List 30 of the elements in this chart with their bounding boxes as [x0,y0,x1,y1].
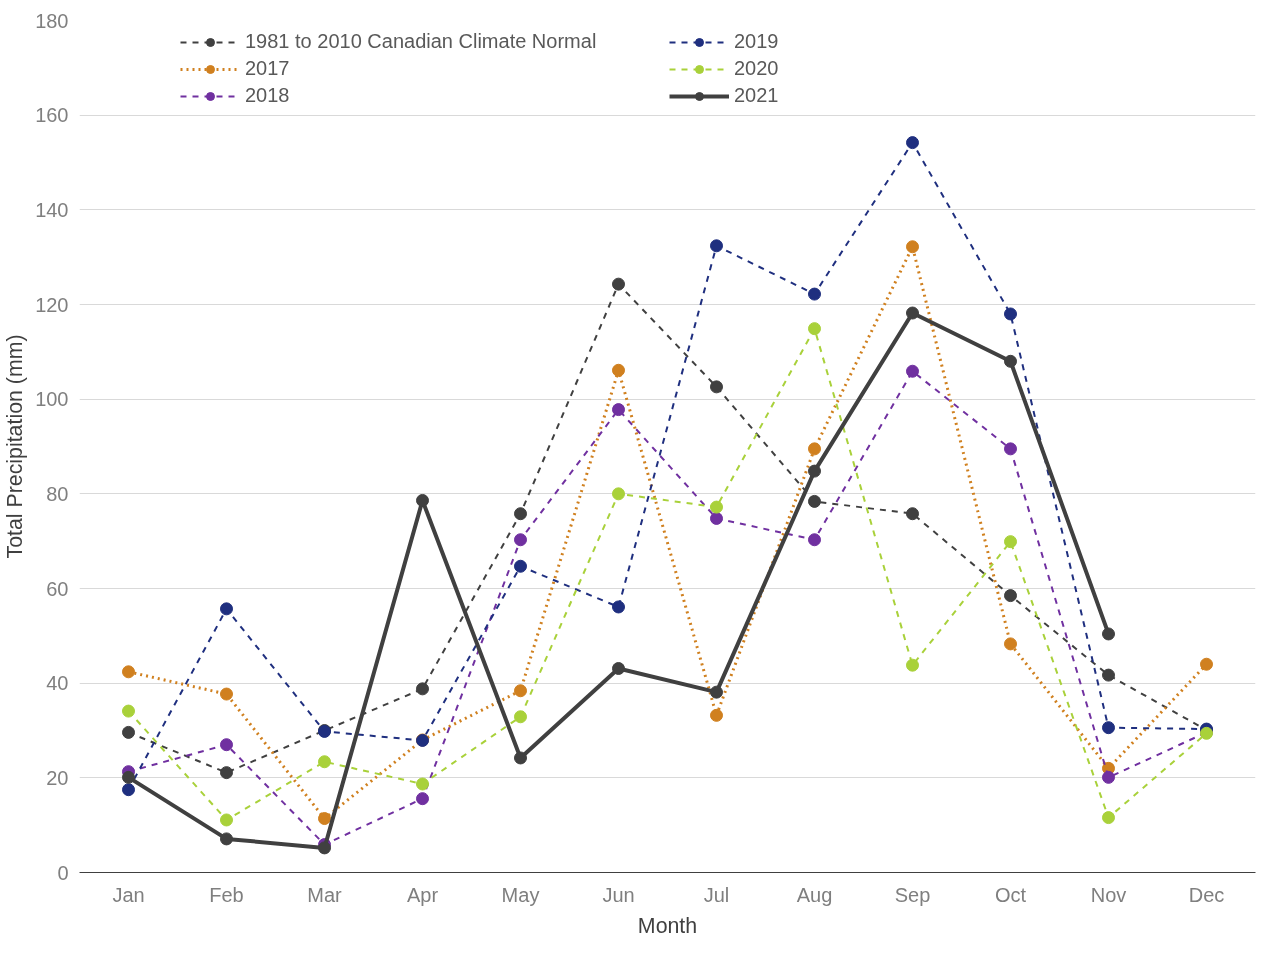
x-tick-label: Mar [307,883,343,906]
x-tick-label: Nov [1090,883,1127,906]
y-tick-label: 40 [46,672,69,695]
legend-label: 2021 [734,84,780,107]
legend-label: 1981 to 2010 Canadian Climate Normal [245,30,598,53]
legend-label: 2018 [245,84,291,107]
x-tick-label: Sep [894,883,931,906]
x-tick-label: Oct [994,883,1027,906]
x-tick-label: Jul [703,883,730,906]
x-tick-label: Jan [112,883,145,906]
legend-label: 2017 [245,57,291,80]
x-axis-title: Month [637,913,698,938]
y-tick-label: 180 [35,9,69,32]
x-tick-label: Jun [602,883,635,906]
y-axis-title: Total Precipitation (mm) [3,334,28,559]
y-tick-label: 140 [35,198,69,221]
y-tick-label: 100 [35,388,69,411]
y-tick-label: 20 [46,766,69,789]
y-tick-label: 120 [35,293,69,316]
y-tick-label: 60 [46,577,69,600]
x-tick-label: Feb [209,883,244,906]
x-tick-label: May [501,883,540,906]
x-tick-label: Apr [406,883,439,906]
y-tick-label: 160 [35,104,69,127]
x-tick-label: Aug [796,883,833,906]
y-tick-label: 0 [57,861,69,884]
legend-label: 2020 [734,57,780,80]
legend-label: 2019 [734,30,780,53]
x-tick-label: Dec [1188,883,1225,906]
y-tick-label: 80 [46,482,69,505]
